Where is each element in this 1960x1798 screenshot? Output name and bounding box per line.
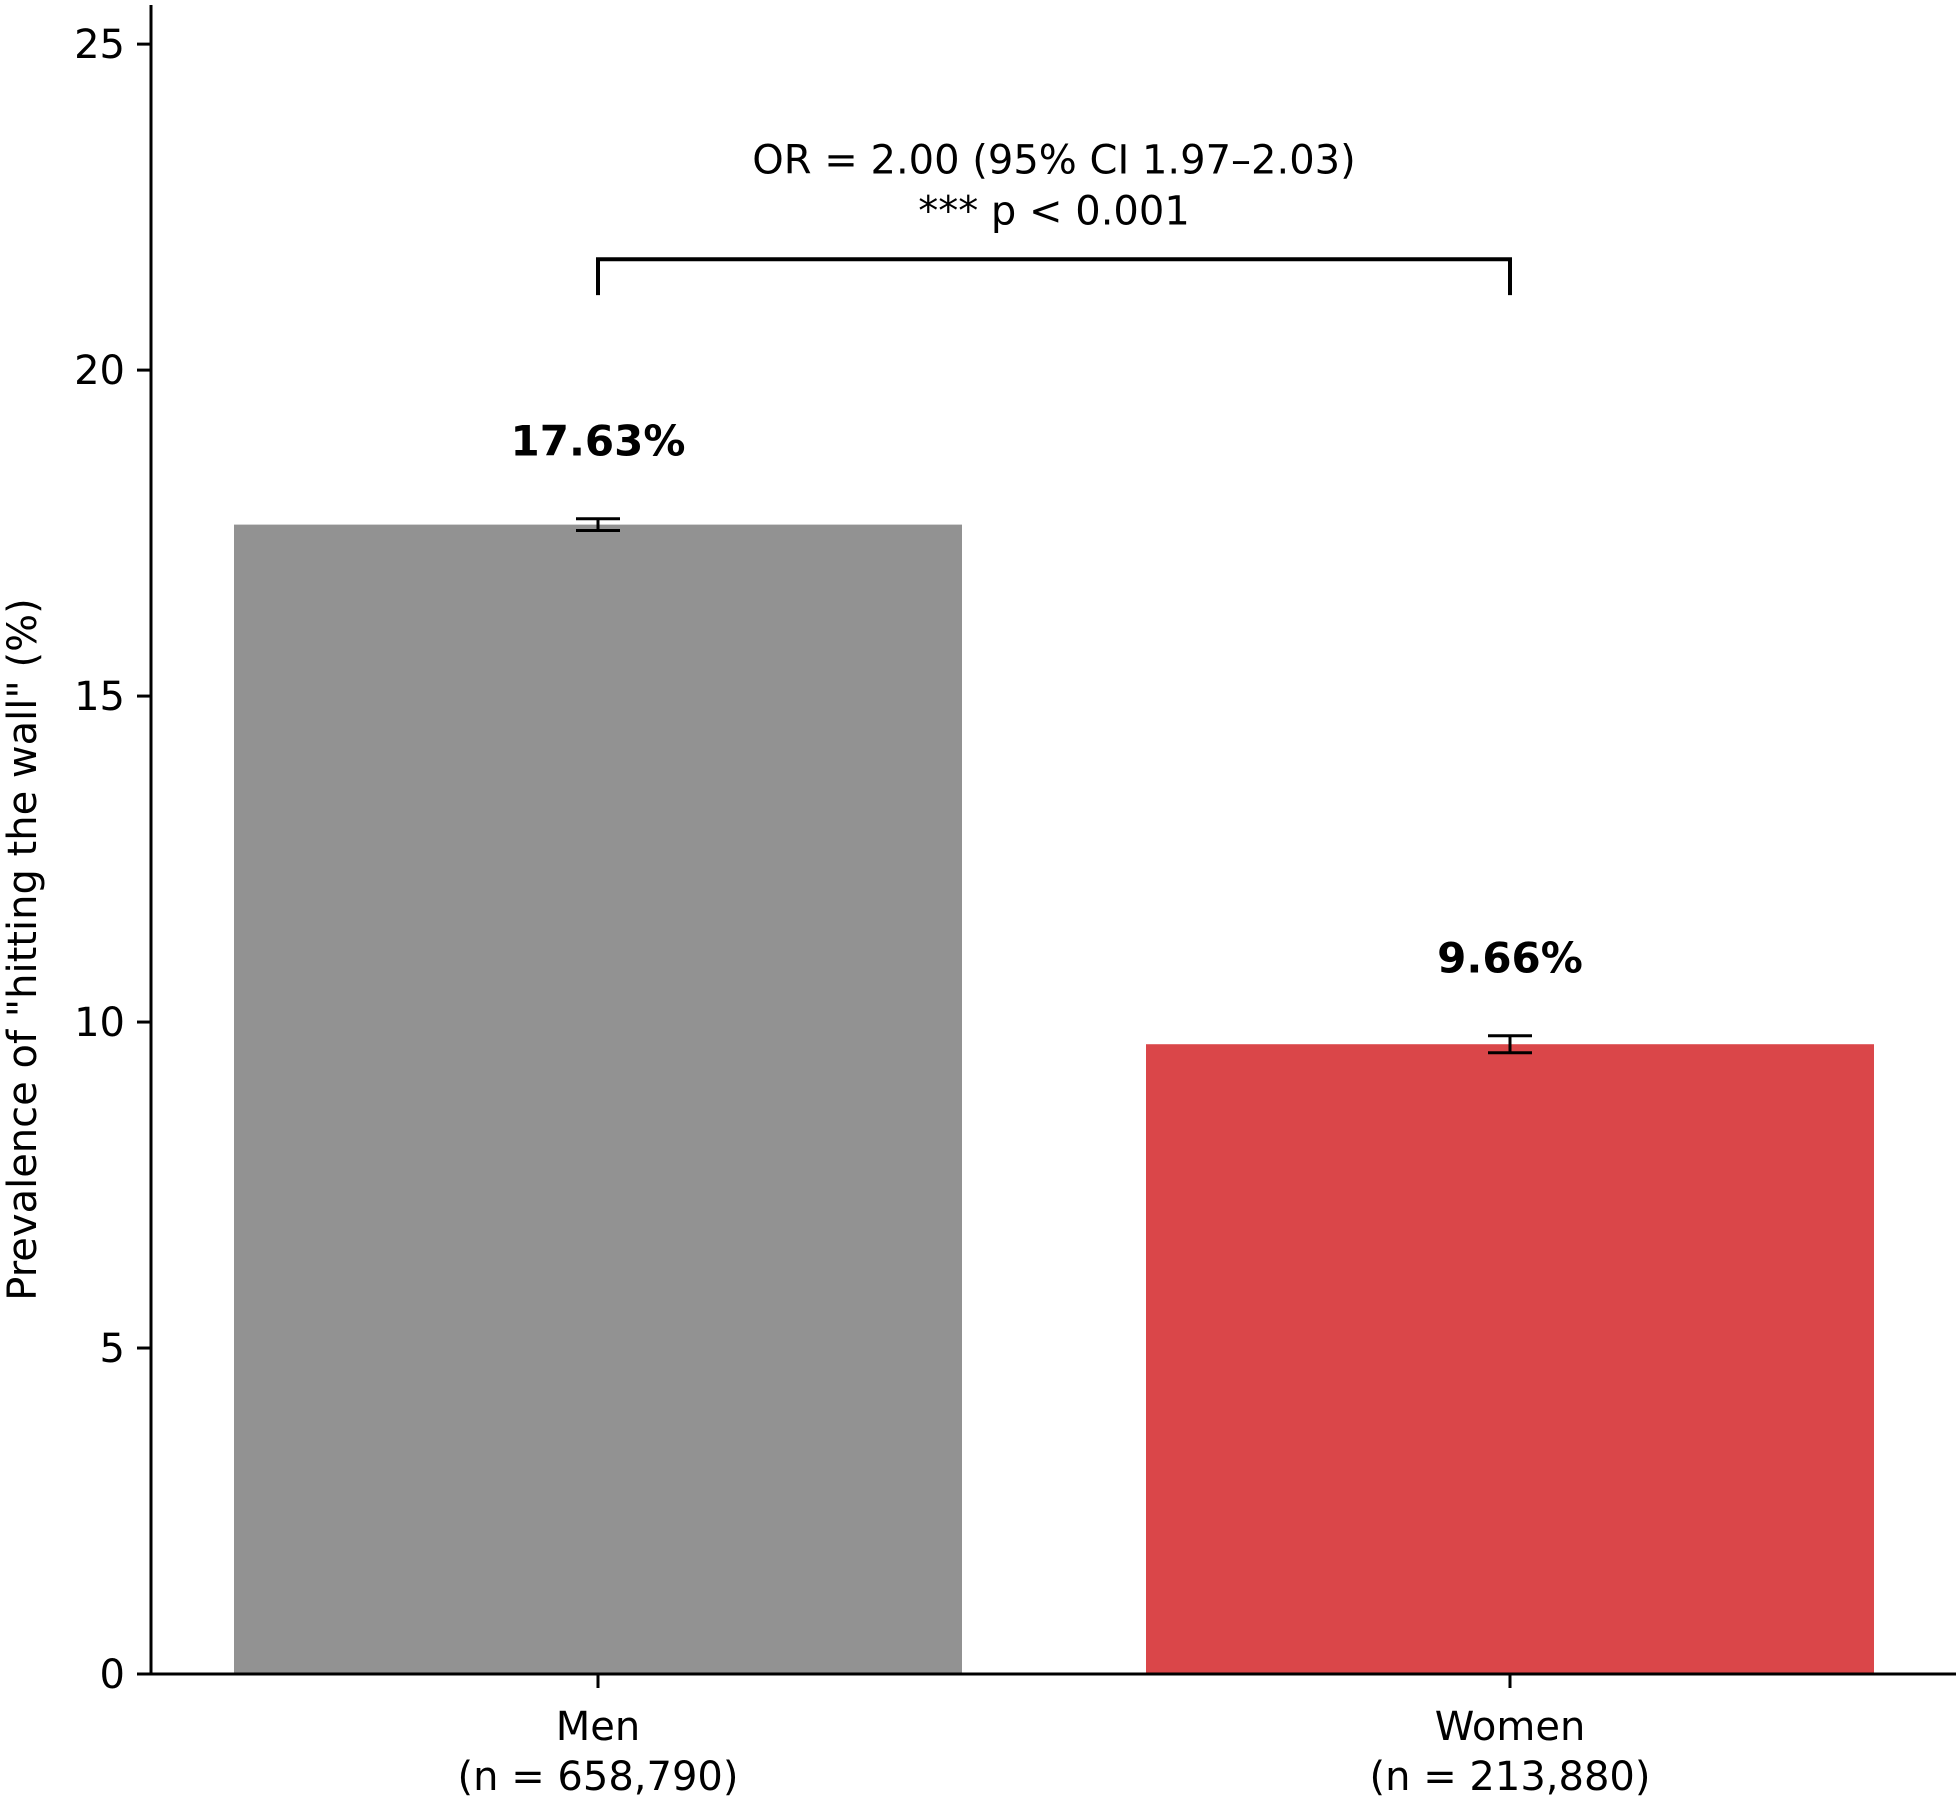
x-category-label: Men	[556, 1704, 640, 1750]
y-ticks-group: 0 5 10 15 20 25	[74, 22, 151, 1698]
y-tick-label: 10	[74, 1000, 125, 1046]
y-tick-label: 25	[74, 22, 125, 68]
significance-bracket	[596, 257, 1512, 296]
value-label: 9.66%	[1437, 934, 1583, 983]
x-category-sublabel: (n = 658,790)	[458, 1754, 739, 1798]
x-ticks-group: Men(n = 658,790) Women(n = 213,880)	[458, 1674, 1651, 1798]
bar-women	[1146, 1044, 1874, 1674]
significance-annotation: OR = 2.00 (95% CI 1.97–2.03) *** p < 0.0…	[596, 137, 1512, 296]
p-value-label: *** p < 0.001	[918, 188, 1190, 234]
y-tick-label: 5	[100, 1326, 125, 1372]
value-label: 17.63%	[511, 417, 686, 466]
value-labels-group: 17.63% 9.66%	[511, 417, 1583, 983]
error-bars-group	[576, 517, 1532, 1055]
y-tick-label: 0	[100, 1652, 125, 1698]
y-axis-title: Prevalence of "hitting the wall" (%)	[0, 598, 46, 1300]
y-tick-label: 15	[74, 674, 125, 720]
odds-ratio-label: OR = 2.00 (95% CI 1.97–2.03)	[752, 137, 1355, 183]
bars-group	[234, 524, 1874, 1674]
bar-men	[234, 524, 962, 1674]
x-category-label: Women	[1435, 1704, 1586, 1750]
y-tick-label: 20	[74, 348, 125, 394]
x-category-sublabel: (n = 213,880)	[1370, 1754, 1651, 1798]
axes-group	[149, 5, 1956, 1676]
